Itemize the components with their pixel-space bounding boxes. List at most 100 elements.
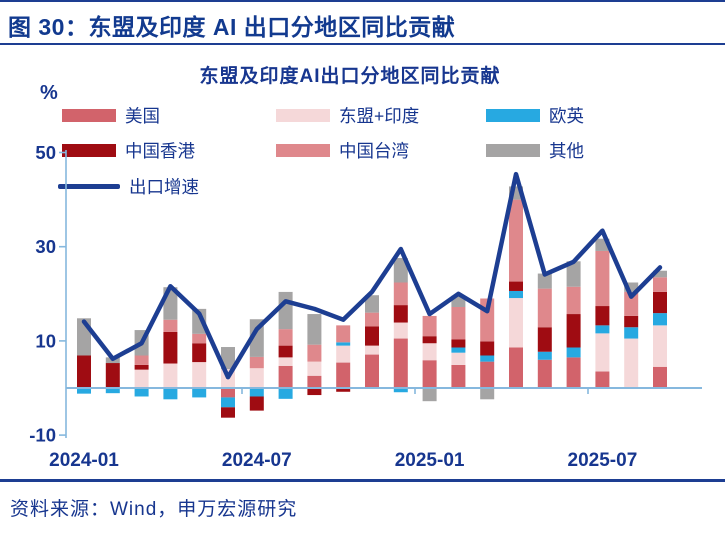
bar-segment-美国-2025-05	[537, 359, 552, 388]
bar-segment-中国台湾-2025-06	[566, 286, 581, 315]
bar-segment-其他-2025-02	[451, 295, 466, 307]
bar-segment-中国香港-2025-03	[480, 341, 495, 356]
bar-segment-其他-2024-08	[278, 291, 293, 330]
bar-segment-中国香港-2025-06	[566, 314, 581, 348]
bar-segment-东盟+印度-2025-09	[653, 325, 667, 367]
y-tick-label--10: -10	[29, 425, 56, 446]
x-tick-label-2025-01: 2025-01	[395, 450, 465, 471]
bar-segment-美国-2024-08	[278, 365, 293, 388]
legend-label-1: 东盟+印度	[339, 105, 420, 126]
bar-segment-其他-2024-09	[307, 314, 322, 345]
legend-swatch-2	[486, 108, 540, 122]
bar-segment-中国台湾-2025-04	[509, 199, 523, 282]
bar-segment-中国台湾-2024-11	[365, 312, 379, 327]
legend-label-4: 中国台湾	[339, 140, 409, 161]
bar-segment-欧英-2025-07	[595, 325, 610, 334]
bar-segment-欧英-2025-04	[509, 290, 523, 299]
legend-label-export-growth: 出口增速	[129, 176, 199, 197]
bar-segment-中国香港-2024-06	[221, 407, 235, 418]
bar-segment-中国香港-2025-01	[422, 336, 437, 344]
bar-segment-中国台湾-2024-03	[134, 355, 149, 365]
bar-segment-美国-2024-10	[336, 362, 351, 388]
y-tick-label-50: 50	[35, 142, 56, 163]
bar-segment-中国香港-2025-04	[509, 281, 523, 291]
bar-segment-其他-2024-05	[192, 308, 207, 334]
bar-segment-美国-2025-07	[595, 371, 610, 388]
bar-segment-美国-2025-01	[422, 360, 437, 388]
bar-segment-欧英-2025-05	[537, 351, 552, 360]
bar-segment-中国台湾-2025-01	[422, 315, 437, 337]
bar-segment-欧英-2024-05	[192, 388, 207, 398]
chart-title: 东盟及印度AI出口分地区同比贡献	[199, 66, 501, 87]
legend-label-2: 欧英	[549, 105, 584, 126]
legend-swatch-4	[276, 143, 330, 157]
bar-segment-东盟+印度-2025-08	[624, 338, 639, 388]
bar-segment-中国台湾-2024-04	[163, 319, 178, 332]
bar-segment-中国香港-2024-10	[336, 388, 351, 392]
bar-segment-中国香港-2025-08	[624, 315, 639, 328]
bar-segment-中国台湾-2025-07	[595, 250, 610, 307]
bar-segment-欧英-2025-06	[566, 347, 581, 358]
bar-segment-中国台湾-2025-09	[653, 277, 667, 292]
x-tick-label-2025-07: 2025-07	[568, 450, 638, 471]
x-tick-label-2024-07: 2024-07	[222, 450, 292, 471]
bottom-rule	[0, 479, 725, 482]
bar-segment-东盟+印度-2024-08	[278, 357, 293, 366]
bar-segment-中国台湾-2025-08	[624, 291, 639, 316]
bar-segment-欧英-2025-08	[624, 327, 639, 339]
bar-segment-中国香港-2025-07	[595, 306, 610, 326]
y-axis-unit-label: %	[40, 82, 58, 104]
bar-segment-美国-2025-04	[509, 347, 523, 388]
bar-segment-美国-2025-06	[566, 357, 581, 388]
bar-segment-其他-2024-06	[221, 347, 235, 370]
bar-segment-其他-2025-03	[480, 388, 495, 400]
y-tick-label-10: 10	[35, 330, 56, 351]
bar-segment-东盟+印度-2024-10	[336, 345, 351, 363]
bar-segment-中国香港-2024-05	[192, 343, 207, 363]
legend-swatch-3	[62, 143, 116, 157]
bar-segment-东盟+印度-2024-05	[192, 362, 207, 388]
bar-segment-其他-2025-01	[422, 388, 437, 402]
bar-segment-中国香港-2025-05	[537, 327, 552, 352]
legend-label-0: 美国	[125, 105, 160, 126]
bar-segment-中国香港-2024-04	[163, 331, 178, 364]
legend-item-5: 其他	[486, 141, 584, 161]
bar-segment-中国台湾-2024-09	[307, 344, 322, 362]
bar-segment-欧英-2024-12	[393, 388, 408, 393]
caption-underline	[0, 43, 725, 45]
bar-segment-美国-2024-12	[393, 338, 408, 388]
bar-segment-中国香港-2024-08	[278, 345, 293, 358]
bar-segment-其他-2024-12	[393, 258, 408, 283]
source-note: 资料来源：Wind，申万宏源研究	[10, 499, 298, 520]
bar-segment-其他-2024-11	[365, 295, 379, 313]
legend-label-3: 中国香港	[125, 140, 195, 161]
bar-segment-美国-2024-06	[221, 388, 235, 398]
bar-segment-欧英-2024-10	[336, 342, 351, 346]
bar-segment-其他-2025-06	[566, 261, 581, 287]
x-tick-label-2024-01: 2024-01	[49, 450, 119, 471]
bar-segment-中国香港-2024-03	[134, 364, 149, 370]
bar-segment-欧英-2025-03	[480, 355, 495, 362]
bar-segment-中国香港-2024-07	[249, 396, 264, 411]
export-growth-line	[81, 171, 663, 380]
bar-segment-中国台湾-2024-10	[336, 325, 351, 343]
legend-item-export-growth: 出口增速	[58, 177, 199, 197]
y-tick-label-30: 30	[35, 236, 56, 257]
legend-item-4: 中国台湾	[276, 141, 409, 161]
bar-segment-中国香港-2024-01	[77, 355, 91, 388]
export-growth-line-swatch	[58, 183, 120, 189]
legend-item-3: 中国香港	[62, 141, 195, 161]
bar-segment-其他-2025-05	[537, 273, 552, 289]
bar-segment-中国台湾-2024-05	[192, 333, 207, 344]
bar-segment-欧英-2024-06	[221, 397, 235, 408]
bar-segment-东盟+印度-2025-07	[595, 333, 610, 372]
legend-swatch-1	[276, 108, 330, 122]
figure-caption: 图 30：东盟及印度 AI 出口分地区同比贡献	[8, 14, 456, 40]
bar-segment-美国-2024-11	[365, 354, 379, 388]
legend-item-1: 东盟+印度	[276, 106, 419, 126]
legend-swatch-0	[62, 108, 116, 122]
bar-segment-东盟+印度-2024-04	[163, 363, 178, 388]
bar-segment-中国香港-2024-11	[365, 326, 379, 346]
